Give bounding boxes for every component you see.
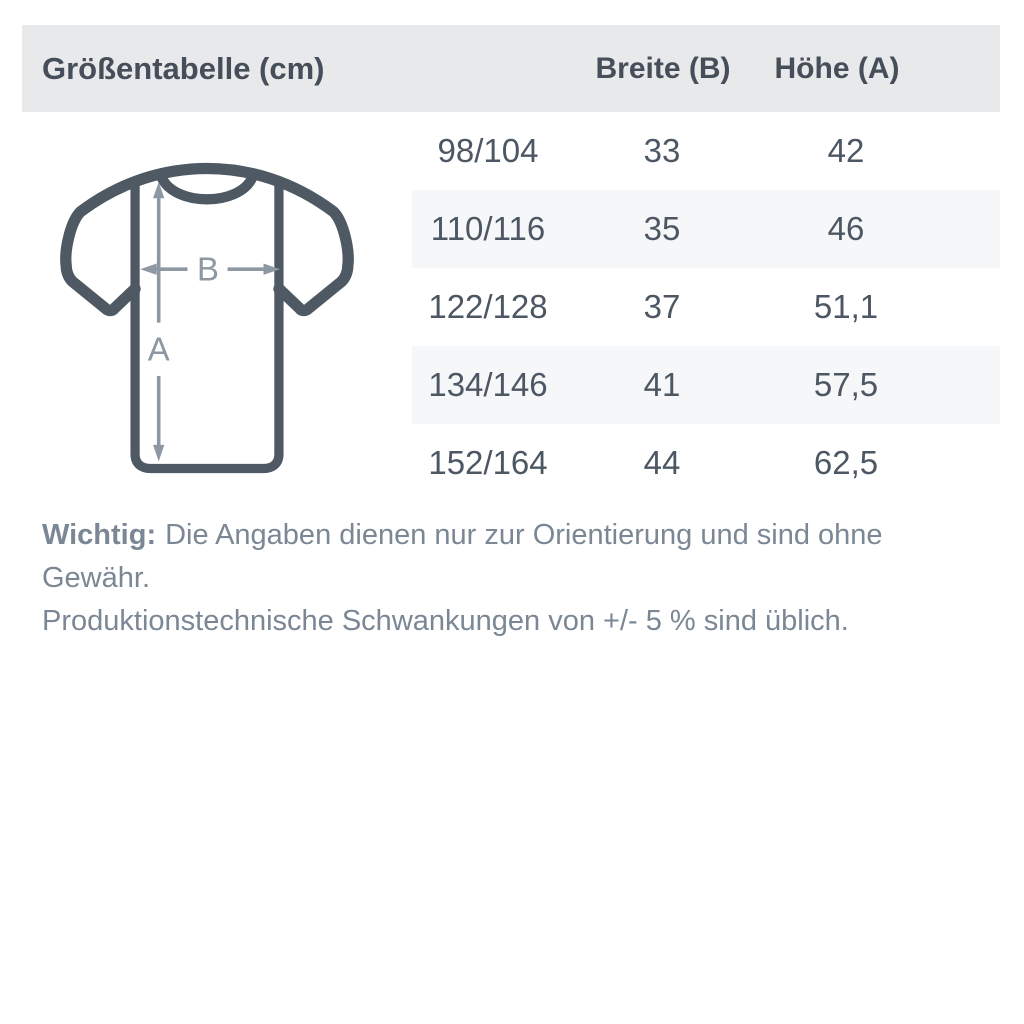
note-text-1: Die Angaben dienen nur zur Orientierung … [42, 519, 883, 594]
height-arrow-label: A [148, 331, 170, 368]
note-text-2: Produktionstechnische Schwankungen von +… [42, 605, 849, 637]
breite-cell: 33 [643, 132, 681, 169]
width-arrowheads [140, 263, 280, 275]
hoehe-cell: 51,1 [813, 288, 879, 325]
hoehe-cell: 62,5 [813, 444, 879, 481]
height-arrowheads [153, 181, 165, 462]
size-cell: 134/146 [428, 366, 548, 403]
table-row: 110/116 35 46 [0, 190, 1024, 268]
table-row: 98/104 33 42 [0, 112, 1024, 190]
size-cell: 98/104 [437, 132, 539, 169]
column-header-hoehe: Höhe (A) [774, 52, 900, 85]
hoehe-cell: 42 [827, 132, 865, 169]
tshirt-fill [65, 168, 349, 469]
important-note: Wichtig: Die Angaben dienen nur zur Orien… [42, 514, 982, 643]
tshirt-measurement-icon: A B [60, 162, 354, 474]
tshirt-outline [60, 162, 354, 317]
table-row: 134/146 41 57,5 [0, 346, 1024, 424]
hoehe-cell: 46 [827, 210, 865, 247]
breite-cell: 37 [643, 288, 681, 325]
breite-cell: 35 [643, 210, 681, 247]
note-line-1: Wichtig: Die Angaben dienen nur zur Orien… [42, 514, 982, 600]
breite-cell: 41 [643, 366, 681, 403]
size-cell: 152/164 [428, 444, 548, 481]
table-row: 152/164 44 62,5 [0, 424, 1024, 502]
tshirt-body-outline [130, 178, 284, 474]
breite-cell: 44 [643, 444, 681, 481]
size-cell: 122/128 [428, 288, 548, 325]
tshirt-neckline [156, 172, 258, 205]
column-header-breite: Breite (B) [595, 52, 731, 85]
tshirt-diagram: A B [58, 158, 356, 478]
note-prefix: Wichtig: [42, 519, 157, 551]
size-chart-header: Größentabelle (cm) Breite (B) Höhe (A) [22, 25, 1000, 112]
width-arrow-label: B [197, 250, 219, 287]
table-row: 122/128 37 51,1 [0, 268, 1024, 346]
note-line-2: Produktionstechnische Schwankungen von +… [42, 600, 982, 643]
size-cell: 110/116 [430, 210, 546, 247]
hoehe-cell: 57,5 [813, 366, 879, 403]
size-chart-title: Größentabelle (cm) [42, 51, 325, 86]
